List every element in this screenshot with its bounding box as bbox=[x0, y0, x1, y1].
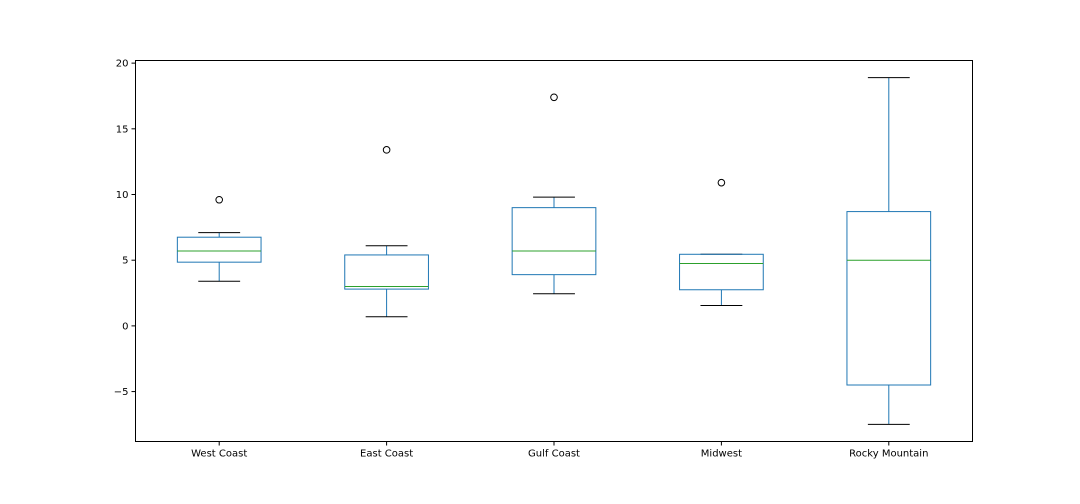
y-tick-label: 15 bbox=[116, 124, 129, 135]
x-tick-label: Gulf Coast bbox=[528, 449, 580, 460]
box-group-1 bbox=[344, 146, 429, 318]
plot-area-frame bbox=[135, 60, 973, 442]
outlier-point bbox=[215, 195, 223, 204]
outlier-point bbox=[550, 93, 558, 102]
y-tick-label: 0 bbox=[122, 321, 128, 332]
box-group-4 bbox=[846, 77, 932, 425]
y-tick-label: 20 bbox=[116, 59, 129, 70]
y-tick-label: 5 bbox=[122, 256, 128, 267]
y-tick-label: −5 bbox=[114, 387, 129, 398]
boxes-layer bbox=[176, 77, 932, 425]
box-iqr bbox=[511, 207, 597, 276]
outlier-point bbox=[717, 178, 726, 187]
x-tick-label: West Coast bbox=[191, 449, 247, 460]
box-group-0 bbox=[176, 195, 262, 282]
box-iqr bbox=[679, 253, 764, 291]
box-iqr bbox=[846, 211, 932, 386]
box-iqr bbox=[176, 236, 262, 263]
outlier-point bbox=[382, 146, 391, 154]
x-tick-label: Midwest bbox=[701, 449, 742, 460]
box-group-2 bbox=[511, 93, 597, 295]
y-tick-label: 10 bbox=[116, 190, 129, 201]
x-tick-label: East Coast bbox=[360, 449, 413, 460]
y-axis: −5 0 5 10 15 20 bbox=[114, 59, 136, 398]
box-group-3 bbox=[679, 178, 764, 307]
x-tick-label: Rocky Mountain bbox=[849, 449, 928, 460]
box-iqr bbox=[344, 254, 429, 290]
x-axis: West Coast East Coast Gulf Coast Midwest Roc… bbox=[191, 441, 928, 460]
